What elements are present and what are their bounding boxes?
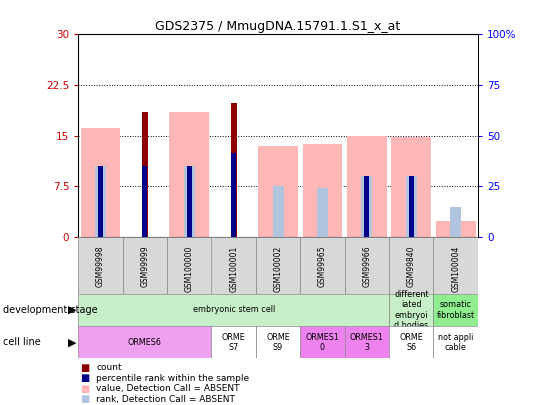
Bar — [302, 144, 342, 237]
Text: value, Detection Call = ABSENT: value, Detection Call = ABSENT — [96, 384, 240, 393]
Bar — [389, 237, 434, 294]
Bar — [345, 237, 389, 294]
Bar — [231, 103, 237, 237]
Text: GSM100000: GSM100000 — [185, 245, 194, 292]
Text: GSM100001: GSM100001 — [229, 245, 238, 292]
Bar — [406, 176, 417, 237]
Text: ■: ■ — [80, 394, 89, 404]
Text: GSM99966: GSM99966 — [362, 245, 372, 287]
Text: ■: ■ — [80, 373, 89, 383]
Text: ORME
S7: ORME S7 — [222, 333, 246, 352]
Text: embryonic stem cell: embryonic stem cell — [193, 305, 275, 314]
Bar — [184, 166, 195, 237]
Text: not appli
cable: not appli cable — [438, 333, 474, 352]
Text: ORMES1
0: ORMES1 0 — [306, 333, 340, 352]
Text: GSM99999: GSM99999 — [140, 245, 150, 287]
Text: ▶: ▶ — [68, 305, 76, 315]
Bar — [170, 112, 210, 237]
Text: different
iated
embryoi
d bodies: different iated embryoi d bodies — [394, 290, 429, 330]
Bar — [256, 326, 300, 358]
Bar — [300, 237, 345, 294]
Bar — [345, 326, 389, 358]
Bar — [187, 166, 192, 237]
Bar — [364, 176, 369, 237]
Bar — [409, 176, 414, 237]
Text: ▶: ▶ — [68, 337, 76, 347]
Bar — [167, 237, 212, 294]
Bar — [143, 166, 147, 237]
Bar — [212, 237, 256, 294]
Bar — [142, 112, 148, 237]
Text: ORMES1
3: ORMES1 3 — [350, 333, 384, 352]
Text: development stage: development stage — [3, 305, 97, 315]
Bar — [95, 166, 106, 237]
Text: ORME
S6: ORME S6 — [400, 333, 423, 352]
Bar — [389, 294, 434, 326]
Text: percentile rank within the sample: percentile rank within the sample — [96, 374, 249, 383]
Text: GSM99965: GSM99965 — [318, 245, 327, 287]
Bar — [361, 176, 373, 237]
Text: GSM100002: GSM100002 — [274, 245, 282, 292]
Bar — [436, 222, 476, 237]
Text: count: count — [96, 363, 122, 372]
Text: GSM99998: GSM99998 — [96, 245, 105, 287]
Bar — [317, 188, 328, 237]
Bar — [300, 326, 345, 358]
Bar — [98, 166, 103, 237]
Bar — [434, 326, 478, 358]
Text: ■: ■ — [80, 384, 89, 394]
Text: somatic
fibroblast: somatic fibroblast — [437, 300, 475, 320]
Bar — [256, 237, 300, 294]
Bar — [389, 326, 434, 358]
Bar — [434, 294, 478, 326]
Text: GSM100004: GSM100004 — [451, 245, 460, 292]
Bar — [212, 326, 256, 358]
Text: ■: ■ — [80, 363, 89, 373]
Bar — [231, 153, 237, 237]
Bar — [78, 326, 212, 358]
Text: ORMES6: ORMES6 — [128, 338, 162, 347]
Bar — [123, 237, 167, 294]
Bar — [78, 294, 389, 326]
Bar — [78, 237, 123, 294]
Bar — [80, 128, 120, 237]
Bar — [273, 186, 284, 237]
Text: ORME
S9: ORME S9 — [266, 333, 290, 352]
Text: GSM99840: GSM99840 — [407, 245, 416, 287]
Bar — [434, 237, 478, 294]
Bar — [347, 136, 387, 237]
Text: cell line: cell line — [3, 337, 40, 347]
Bar — [392, 137, 431, 237]
Bar — [258, 146, 298, 237]
Title: GDS2375 / MmugDNA.15791.1.S1_x_at: GDS2375 / MmugDNA.15791.1.S1_x_at — [156, 20, 401, 33]
Text: rank, Detection Call = ABSENT: rank, Detection Call = ABSENT — [96, 395, 235, 404]
Bar — [450, 207, 461, 237]
